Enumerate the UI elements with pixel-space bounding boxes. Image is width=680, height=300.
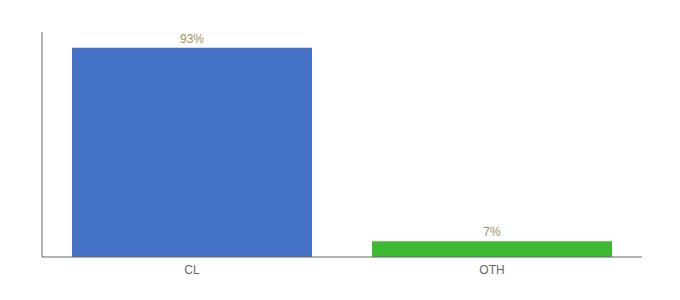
svg-text:OTH: OTH — [479, 263, 504, 277]
svg-text:CL: CL — [184, 263, 200, 277]
svg-text:7%: 7% — [483, 225, 501, 239]
svg-text:93%: 93% — [180, 32, 204, 46]
